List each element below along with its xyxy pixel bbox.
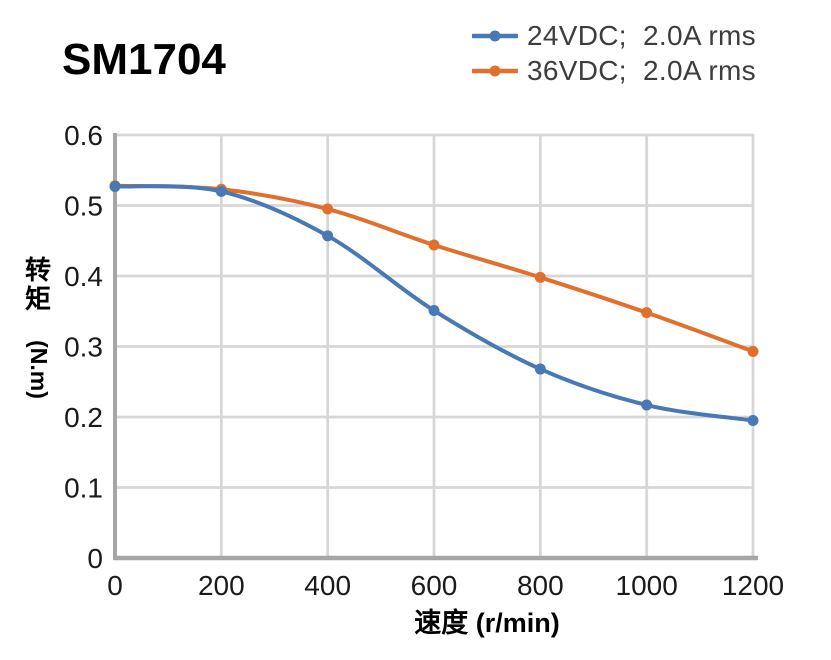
legend: 24VDC; 2.0A rms 36VDC; 2.0A rms (472, 20, 756, 86)
legend-label-36vdc: 36VDC; 2.0A rms (527, 55, 756, 86)
svg-text:0.6: 0.6 (64, 120, 103, 151)
svg-text:0: 0 (87, 543, 103, 574)
x-axis-title: 速度 (r/min) (414, 608, 560, 638)
svg-text:0.2: 0.2 (64, 402, 103, 433)
y-axis-title: 转矩 (N.m) (22, 255, 54, 412)
y-axis-unit-text: (N.m) (25, 339, 52, 399)
svg-text:1200: 1200 (722, 570, 784, 601)
y-axis-title-text: 转矩 (25, 255, 52, 315)
chart-title: SM1704 (62, 35, 226, 84)
svg-text:200: 200 (198, 570, 245, 601)
svg-text:0.5: 0.5 (64, 191, 103, 222)
legend-marker-24vdc-icon (472, 30, 518, 42)
svg-text:0.3: 0.3 (64, 332, 103, 363)
y-axis-unit: (N.m) (23, 326, 53, 412)
svg-text:0.4: 0.4 (64, 261, 103, 292)
legend-item-24vdc: 24VDC; 2.0A rms (472, 20, 756, 51)
legend-label-24vdc: 24VDC; 2.0A rms (527, 20, 756, 51)
legend-marker-36vdc-icon (472, 65, 518, 77)
legend-item-36vdc: 36VDC; 2.0A rms (472, 55, 756, 86)
svg-text:0: 0 (107, 570, 123, 601)
svg-text:600: 600 (411, 570, 458, 601)
svg-text:1000: 1000 (616, 570, 678, 601)
svg-text:800: 800 (517, 570, 564, 601)
svg-text:400: 400 (304, 570, 351, 601)
svg-text:0.1: 0.1 (64, 473, 103, 504)
